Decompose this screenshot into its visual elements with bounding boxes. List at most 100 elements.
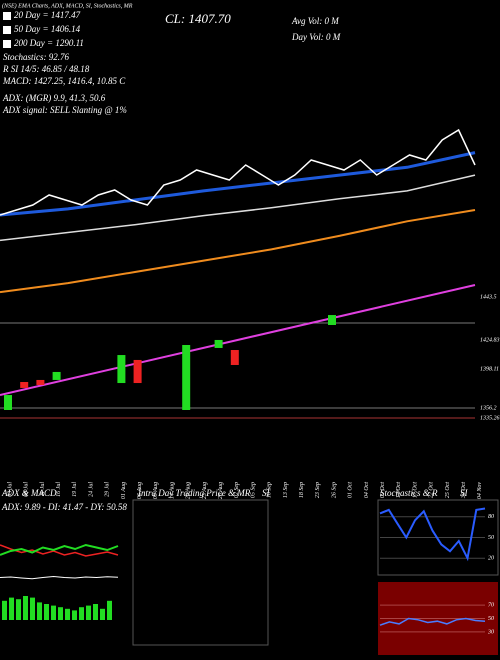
macd-line <box>0 575 119 580</box>
header-text: ADX signal: SELL Slanting @ 1% <box>2 105 127 115</box>
histogram-bar <box>79 607 84 620</box>
panel-title: Stochastics & R <box>380 488 438 498</box>
legend-swatch <box>3 40 11 48</box>
date-label: 23 Sep <box>315 482 321 498</box>
histogram-bar <box>23 596 28 620</box>
candle <box>230 350 239 365</box>
date-label: 11 Jul <box>40 482 46 497</box>
date-label: 26 Sep <box>331 482 337 498</box>
candle <box>117 355 126 384</box>
histogram-bar <box>44 604 49 620</box>
tick-label: 20 <box>488 556 494 562</box>
date-label: 16 Jul <box>56 482 62 497</box>
date-label: 06 Aug <box>137 482 143 499</box>
panel-title: Intra Day Trading Price & MR <box>137 488 251 498</box>
histogram-bar <box>37 602 42 620</box>
date-label: 10 Sep <box>267 482 273 498</box>
date-label: 18 Sep <box>299 482 305 498</box>
histogram-bar <box>65 608 70 620</box>
date-label: 20 Aug <box>186 482 192 499</box>
panel-title: SI <box>460 488 469 498</box>
adx-green <box>0 543 119 556</box>
histogram-bar <box>86 605 91 620</box>
header-text: 20 Day = 1417.47 <box>14 10 81 20</box>
histogram-bar <box>100 608 105 620</box>
tick-label: 80 <box>488 514 494 520</box>
rsi-line <box>379 617 486 626</box>
legend-swatch <box>3 12 11 20</box>
axis-label: 1398.11 <box>480 366 499 372</box>
date-label: 22 Oct <box>429 482 435 498</box>
date-label: 09 Oct <box>380 482 386 498</box>
header-text: CL: 1407.70 <box>165 11 231 26</box>
candle <box>328 315 336 325</box>
moving-average <box>0 151 476 217</box>
candle <box>214 339 223 348</box>
header-text: Day Vol: 0 M <box>291 32 341 42</box>
tick-label: 70 <box>488 602 494 608</box>
date-label: 14 Aug <box>168 482 175 499</box>
tick-label: 50 <box>488 535 494 541</box>
intraday-frame <box>132 499 269 646</box>
header-text: Avg Vol: 0 M <box>291 16 339 26</box>
panel-text: ADX: 9.89 - DI: 41.47 - DY: 50.58 <box>1 502 127 512</box>
tick-label: 30 <box>487 629 494 635</box>
header-text: (NSE) EMA Charts, ADX, MACD, SI, Stochas… <box>2 2 133 9</box>
date-label: 30 Oct <box>461 482 467 499</box>
histogram-bar <box>9 597 14 620</box>
date-label: 03 Jul <box>7 482 13 497</box>
histogram-bar <box>93 604 98 620</box>
date-label: 09 Aug <box>153 482 159 499</box>
date-label: 14 Oct <box>395 482 402 498</box>
header-text: R SI 14/5: 46.85 / 48.18 <box>2 64 90 74</box>
axis-label: 1335.26 <box>480 415 500 421</box>
candle <box>20 382 29 388</box>
price-line <box>0 128 476 216</box>
date-label: 23 Aug <box>202 482 208 499</box>
histogram-bar <box>2 600 7 620</box>
date-label: 01 Aug <box>121 482 127 499</box>
date-label: 02 Sep <box>234 482 240 498</box>
date-label: 24 Jul <box>87 482 94 497</box>
candle <box>182 344 191 411</box>
date-label: 04 Nov <box>476 482 483 500</box>
panel-title: ADX & MACD <box>1 488 57 498</box>
histogram-bar <box>107 600 112 620</box>
date-label: 17 Oct <box>412 482 418 498</box>
header-text: Stochastics: 92.76 <box>3 52 69 62</box>
histogram-bar <box>30 597 35 620</box>
histogram-bar <box>51 605 56 620</box>
header-text: 50 Day = 1406.14 <box>14 24 81 34</box>
date-label: 29 Jul <box>105 482 111 497</box>
histogram-bar <box>16 599 21 620</box>
date-label: 13 Sep <box>283 482 289 498</box>
date-label: 04 Oct <box>363 482 370 498</box>
header-text: 200 Day = 1290.11 <box>14 38 84 48</box>
date-label: 28 Aug <box>218 482 224 499</box>
moving-average <box>0 209 476 294</box>
date-label: 19 Jul <box>72 482 78 497</box>
candle <box>4 395 12 411</box>
trend-line <box>0 284 476 396</box>
date-label: 01 Oct <box>348 482 354 498</box>
histogram-bar <box>72 610 77 620</box>
histogram-bar <box>58 607 63 620</box>
candle <box>133 359 142 384</box>
moving-average <box>0 174 476 242</box>
panel-title: SI <box>262 488 271 498</box>
header-text: MACD: 1427.25, 1416.4, 10.85 C <box>2 76 126 86</box>
candle <box>52 371 61 380</box>
date-label: 25 Oct <box>445 482 451 498</box>
candle <box>36 379 45 385</box>
axis-label: 1443.5 <box>480 293 497 300</box>
date-label: 05 Sep <box>250 482 256 498</box>
stoch-line <box>379 507 486 562</box>
axis-label: 1424.83 <box>480 336 500 343</box>
header-text: ADX: (MGR) 9.9, 41.3, 50.6 <box>2 93 106 103</box>
date-label: 08 Jul <box>24 482 30 497</box>
legend-swatch <box>3 26 11 34</box>
adx-red <box>0 544 119 557</box>
tick-label: 50 <box>488 616 494 622</box>
axis-label: 1356.2 <box>480 405 497 411</box>
